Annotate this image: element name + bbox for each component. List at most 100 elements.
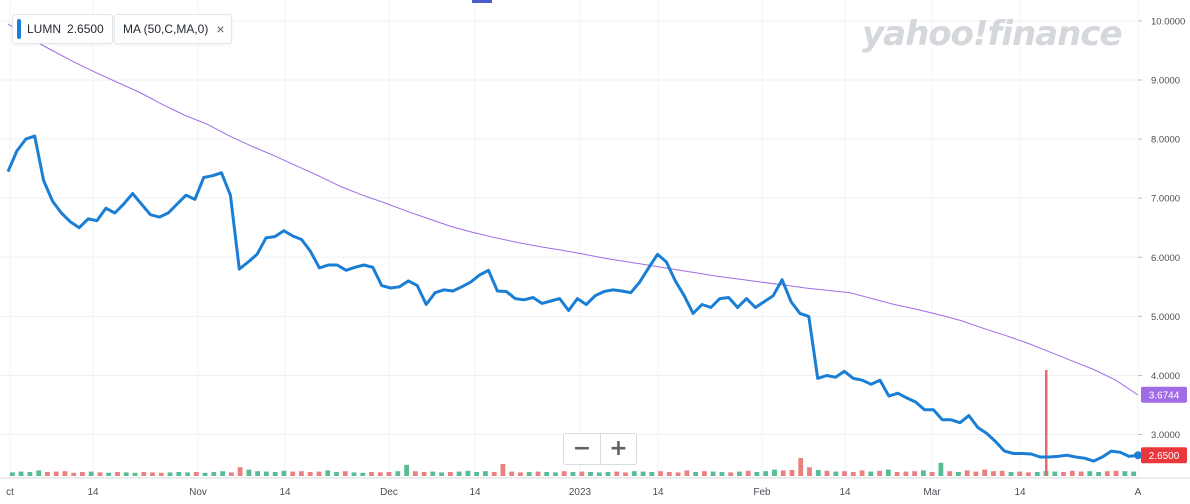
volume-bar bbox=[710, 471, 716, 476]
volume-bar bbox=[412, 471, 418, 476]
volume-bar bbox=[588, 472, 593, 476]
volume-bar bbox=[97, 472, 103, 476]
zoom-in-button[interactable]: + bbox=[600, 434, 636, 464]
volume-bar bbox=[325, 470, 331, 476]
volume-bar bbox=[921, 470, 926, 476]
volume-bar bbox=[123, 472, 129, 476]
close-icon[interactable]: × bbox=[216, 21, 225, 37]
price-line[interactable] bbox=[6, 134, 1139, 463]
volume-bar bbox=[1017, 471, 1023, 476]
legend-indicator-label: MA (50,C,MA,0) bbox=[123, 22, 209, 36]
moving-average-line bbox=[7, 23, 1139, 396]
volume-bar bbox=[850, 472, 856, 476]
legend-indicator[interactable]: MA (50,C,MA,0) × bbox=[114, 14, 232, 44]
volume-bar bbox=[745, 470, 751, 476]
volume-bar bbox=[947, 471, 953, 476]
volume-bar bbox=[1096, 472, 1101, 476]
volume-bar bbox=[246, 469, 252, 476]
volume-bar bbox=[807, 467, 812, 476]
y-tick-label: 3.0000 bbox=[1151, 430, 1180, 441]
volume-bar bbox=[684, 470, 690, 476]
volume-bar bbox=[824, 470, 830, 476]
volume-bar bbox=[185, 472, 190, 476]
volume-bar bbox=[579, 471, 585, 476]
volume-bar bbox=[675, 472, 681, 476]
volume-bar bbox=[1078, 471, 1084, 476]
volume-bar bbox=[553, 472, 558, 476]
volume-bar bbox=[18, 471, 24, 476]
volume-bar bbox=[535, 471, 541, 476]
volume-bar bbox=[737, 471, 742, 476]
volume-bar bbox=[299, 471, 304, 476]
volume-bar bbox=[702, 471, 707, 476]
volume-bar bbox=[518, 472, 523, 476]
zoom-controls: − + bbox=[563, 433, 637, 465]
volume-bar bbox=[772, 469, 777, 476]
volume-bar bbox=[220, 471, 225, 476]
price-badges: 3.6744 2.6500 bbox=[1141, 386, 1187, 464]
volume-bar bbox=[202, 472, 208, 476]
volume-bar bbox=[36, 470, 42, 476]
volume-bar bbox=[290, 471, 296, 476]
volume-bar bbox=[859, 470, 865, 476]
y-axis: 10.0000 9.0000 8.0000 7.0000 6.0000 5.0000 4.0… bbox=[1138, 16, 1185, 441]
volume-bar bbox=[991, 471, 996, 476]
volume-bar bbox=[815, 470, 821, 476]
y-tick-label: 5.0000 bbox=[1151, 312, 1180, 323]
volume-bar bbox=[596, 472, 602, 476]
price-value-badge-label: 2.6500 bbox=[1149, 451, 1180, 462]
volume-bar bbox=[342, 471, 348, 476]
volume-bar-spike bbox=[1045, 370, 1048, 476]
volume-bar bbox=[1104, 471, 1110, 476]
volume-bar bbox=[229, 472, 234, 476]
zoom-out-button[interactable]: − bbox=[564, 434, 600, 464]
volume-bar bbox=[605, 472, 611, 476]
volume-bar bbox=[798, 458, 804, 476]
volume-bar bbox=[307, 472, 313, 476]
volume-bar bbox=[1034, 472, 1040, 476]
volume-bar bbox=[1122, 471, 1128, 476]
volume-bar bbox=[351, 472, 357, 476]
volume-bar bbox=[255, 471, 260, 476]
ma-value-badge-label: 3.6744 bbox=[1149, 391, 1180, 402]
series-color-swatch bbox=[17, 19, 21, 39]
y-tick-label: 6.0000 bbox=[1151, 253, 1180, 264]
volume-bar bbox=[316, 471, 322, 476]
volume-bar bbox=[649, 472, 655, 476]
volume-bar bbox=[27, 472, 33, 476]
active-tab-indicator bbox=[472, 0, 492, 3]
volume-bar bbox=[500, 464, 506, 476]
x-tick-label: ct bbox=[6, 487, 14, 498]
volume-bar bbox=[1061, 472, 1066, 476]
volume-bar bbox=[141, 472, 147, 476]
x-tick-label: Dec bbox=[380, 487, 398, 498]
price-value-badge-bg bbox=[1141, 447, 1187, 464]
volume-bar bbox=[982, 469, 988, 476]
volume-bar bbox=[150, 472, 155, 476]
volume-bar bbox=[885, 469, 891, 476]
last-price-dot bbox=[1134, 451, 1142, 460]
volume-bar bbox=[281, 470, 287, 476]
volume-bar bbox=[973, 471, 979, 476]
volume-bar bbox=[693, 472, 698, 476]
legend-last-price: 2.6500 bbox=[67, 22, 104, 36]
volume-bar bbox=[631, 471, 637, 476]
volume-bar bbox=[964, 470, 970, 476]
volume-bar bbox=[789, 470, 795, 476]
y-tick-label: 8.0000 bbox=[1151, 135, 1180, 146]
volume-bar bbox=[938, 462, 944, 476]
legend-symbol[interactable]: LUMN 2.6500 bbox=[12, 14, 113, 44]
x-tick-label: A bbox=[1135, 487, 1142, 498]
x-tick-label: 14 bbox=[279, 487, 291, 498]
volume-bar bbox=[448, 472, 453, 476]
x-tick-label: 2023 bbox=[569, 487, 592, 498]
x-tick-label: 14 bbox=[469, 487, 481, 498]
volume-bar bbox=[53, 471, 59, 476]
volume-bar bbox=[1131, 471, 1136, 476]
volume-bar bbox=[763, 471, 769, 476]
x-tick-label: 14 bbox=[652, 487, 664, 498]
volume-bar bbox=[614, 471, 620, 476]
volume-bar bbox=[526, 472, 532, 476]
volume-bar bbox=[640, 471, 646, 476]
